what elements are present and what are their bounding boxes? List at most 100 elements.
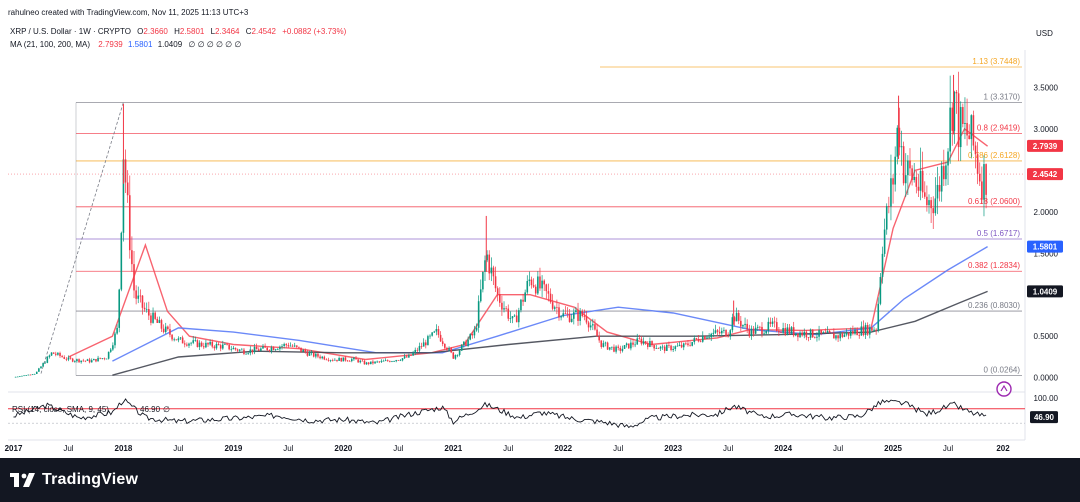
candle-body (482, 271, 484, 290)
candle-body (477, 301, 480, 328)
candle-body (76, 359, 78, 362)
candle-body (376, 361, 378, 363)
candle-body (253, 346, 256, 353)
symbol-legend[interactable]: XRP / U.S. Dollar · 1W · CRYPTO O2.3660 … (10, 27, 346, 36)
candle-body (718, 331, 721, 334)
candle-body (657, 348, 660, 349)
candle-body (458, 350, 461, 355)
candle-body (835, 335, 837, 339)
candle-body (949, 107, 951, 152)
candle-body (270, 347, 273, 351)
candle-body (274, 349, 277, 351)
candle-body (907, 160, 909, 176)
replay-icon[interactable] (996, 381, 1012, 397)
candle-body (95, 358, 97, 362)
currency-label: USD (1036, 29, 1053, 38)
candle-body (418, 346, 421, 351)
candle-body (243, 349, 245, 354)
candle-body (515, 315, 518, 323)
candle-body (763, 333, 765, 335)
candle-body (71, 358, 74, 362)
candle-body (955, 91, 958, 94)
candle-body (241, 349, 243, 351)
price-tag-box (1027, 139, 1063, 152)
candle-body (291, 345, 294, 347)
candle-body (767, 321, 770, 331)
candle-body (308, 353, 311, 356)
candle-body (782, 327, 784, 333)
candle-body (31, 374, 34, 376)
candle-body (245, 353, 247, 355)
candle-body (748, 329, 751, 337)
price-chart[interactable]: 1.13 (3.7448) 1 (3.3170) 0.8 (2.9419) 0.786… (0, 0, 1080, 458)
candle-body (262, 346, 264, 349)
candle-body (682, 343, 685, 348)
candle-body (866, 325, 869, 335)
candle-body (666, 345, 668, 351)
candle-body (331, 360, 334, 361)
price-tag-box (1027, 168, 1063, 181)
candle-body (50, 352, 53, 356)
candle-body (712, 332, 715, 334)
candle-body (926, 196, 928, 206)
candle-body (88, 359, 91, 363)
candle-body (547, 291, 550, 294)
candle-body (456, 354, 459, 356)
x-tick-label: Jul (63, 444, 73, 453)
candle-body (167, 326, 169, 330)
candle-body (93, 358, 95, 361)
candle-body (824, 332, 827, 333)
candle-body (46, 357, 49, 363)
candle-body (693, 338, 696, 343)
candle-body (606, 342, 609, 350)
candle-body (23, 375, 25, 377)
candle-body (154, 312, 156, 319)
candle-body (632, 342, 634, 345)
candle-body (879, 276, 882, 304)
candle-body (488, 254, 491, 274)
fib-level-label: 0.382 (1.2834) (968, 261, 1020, 270)
publisher-line: rahulneo created with TradingView.com, N… (8, 8, 249, 17)
x-tick-label: Jul (283, 444, 293, 453)
ma-legend[interactable]: MA (21, 100, 200, MA) 2.7939 1.5801 1.04… (10, 40, 241, 49)
candle-body (871, 327, 873, 331)
candle-body (156, 318, 159, 323)
price-tag-label: 1.0409 (1033, 287, 1058, 296)
candle-body (207, 342, 209, 345)
candle-body (957, 93, 960, 148)
rsi-value-tag-box (1030, 411, 1058, 424)
x-tick-label: 2025 (884, 444, 902, 453)
candle-body (173, 339, 175, 341)
candle-body (29, 374, 32, 376)
candle-body (809, 329, 812, 338)
candle-body (896, 127, 899, 157)
candle-body (771, 321, 774, 324)
candle-body (674, 346, 677, 350)
rsi-legend-label[interactable]: RSI (14, close, SMA, 9, 45) (12, 405, 109, 414)
candle-body (122, 159, 125, 233)
candle-body (116, 327, 118, 334)
fib-level-label: 0 (0.0264) (984, 366, 1021, 375)
candle-body (152, 312, 154, 323)
candle-body (634, 344, 636, 346)
candle-body (617, 346, 619, 348)
candle-body (881, 253, 884, 277)
candle-body (219, 345, 222, 349)
candle-body (695, 338, 698, 339)
candle-body (19, 376, 21, 377)
candle-body (44, 362, 47, 364)
candle-body (164, 326, 167, 333)
ohlc-open: O2.3660 (137, 27, 168, 36)
y-tick-label: 1.5000 (1034, 249, 1059, 258)
candle-body (200, 342, 203, 347)
candle-body (532, 285, 535, 287)
tradingview-logo[interactable]: TradingView (10, 468, 138, 492)
candle-body (317, 353, 319, 357)
candle-body (465, 341, 467, 346)
candle-body (272, 347, 275, 351)
candle-body (202, 346, 205, 348)
candle-body (721, 330, 723, 334)
candle-body (228, 344, 230, 350)
candle-body (621, 348, 624, 351)
candle-body (849, 331, 852, 336)
